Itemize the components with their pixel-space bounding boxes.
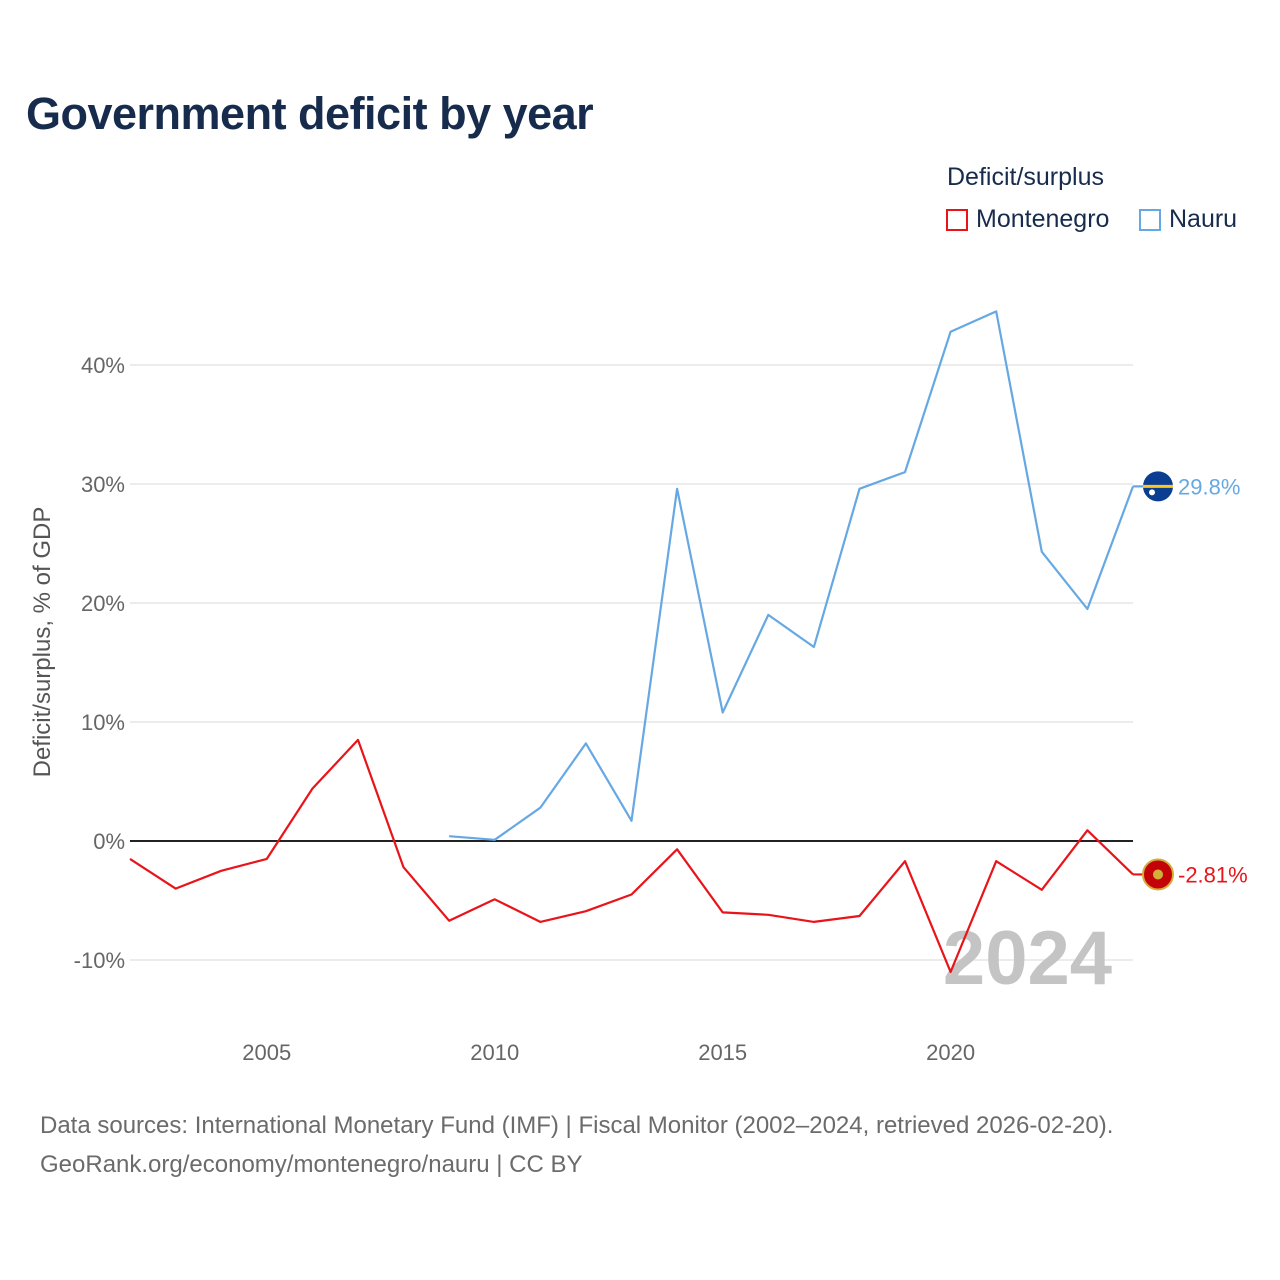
- y-tick-label: 40%: [81, 353, 125, 378]
- x-tick-label: 2010: [470, 1040, 519, 1065]
- legend-title: Deficit/surplus: [947, 163, 1104, 191]
- flag-stripe-nauru: [1143, 484, 1173, 488]
- chart-title: Government deficit by year: [26, 88, 594, 139]
- footer-source: Data sources: International Monetary Fun…: [40, 1112, 1114, 1139]
- series-line-nauru: [449, 310, 1135, 841]
- end-value-label-montenegro: -2.81%: [1178, 862, 1248, 887]
- y-axis-label: Deficit/surplus, % of GDP: [29, 507, 56, 778]
- legend-label-montenegro: Montenegro: [976, 205, 1110, 233]
- flag-star-nauru: [1149, 489, 1155, 496]
- x-tick-label: 2020: [926, 1040, 975, 1065]
- y-tick-label: 30%: [81, 472, 125, 497]
- year-watermark: 2024: [943, 916, 1112, 1001]
- legend-item-nauru[interactable]: Nauru: [1139, 205, 1237, 234]
- y-tick-label: 10%: [81, 710, 125, 735]
- y-tick-label: -10%: [74, 948, 125, 973]
- x-axis-ticks: 2005 2010 2015 2020: [242, 1040, 975, 1065]
- legend-item-montenegro[interactable]: Montenegro: [946, 205, 1109, 234]
- y-tick-label: 0%: [93, 829, 125, 854]
- gridlines: [130, 364, 1133, 961]
- x-tick-label: 2005: [242, 1040, 291, 1065]
- y-axis-ticks: -10% 0% 10% 20% 30% 40%: [74, 353, 125, 973]
- legend-swatch-montenegro: [946, 208, 968, 231]
- end-value-label-nauru: 29.8%: [1178, 474, 1240, 499]
- line-chart: -10% 0% 10% 20% 30% 40% 2005 2010 2015 2020 2024…: [29, 310, 1248, 1065]
- y-tick-label: 20%: [81, 591, 125, 616]
- legend-swatch-nauru: [1139, 208, 1161, 231]
- series-line-montenegro: [129, 738, 1134, 974]
- series-lines: [129, 310, 1135, 974]
- end-markers: -2.81% 29.8%: [1133, 471, 1248, 891]
- flag-emblem-montenegro: [1153, 869, 1163, 880]
- footer-credit: GeoRank.org/economy/montenegro/nauru | C…: [40, 1151, 583, 1178]
- legend-label-nauru: Nauru: [1169, 205, 1238, 233]
- x-tick-label: 2015: [698, 1040, 747, 1065]
- footer: Data sources: International Monetary Fun…: [40, 1106, 1113, 1184]
